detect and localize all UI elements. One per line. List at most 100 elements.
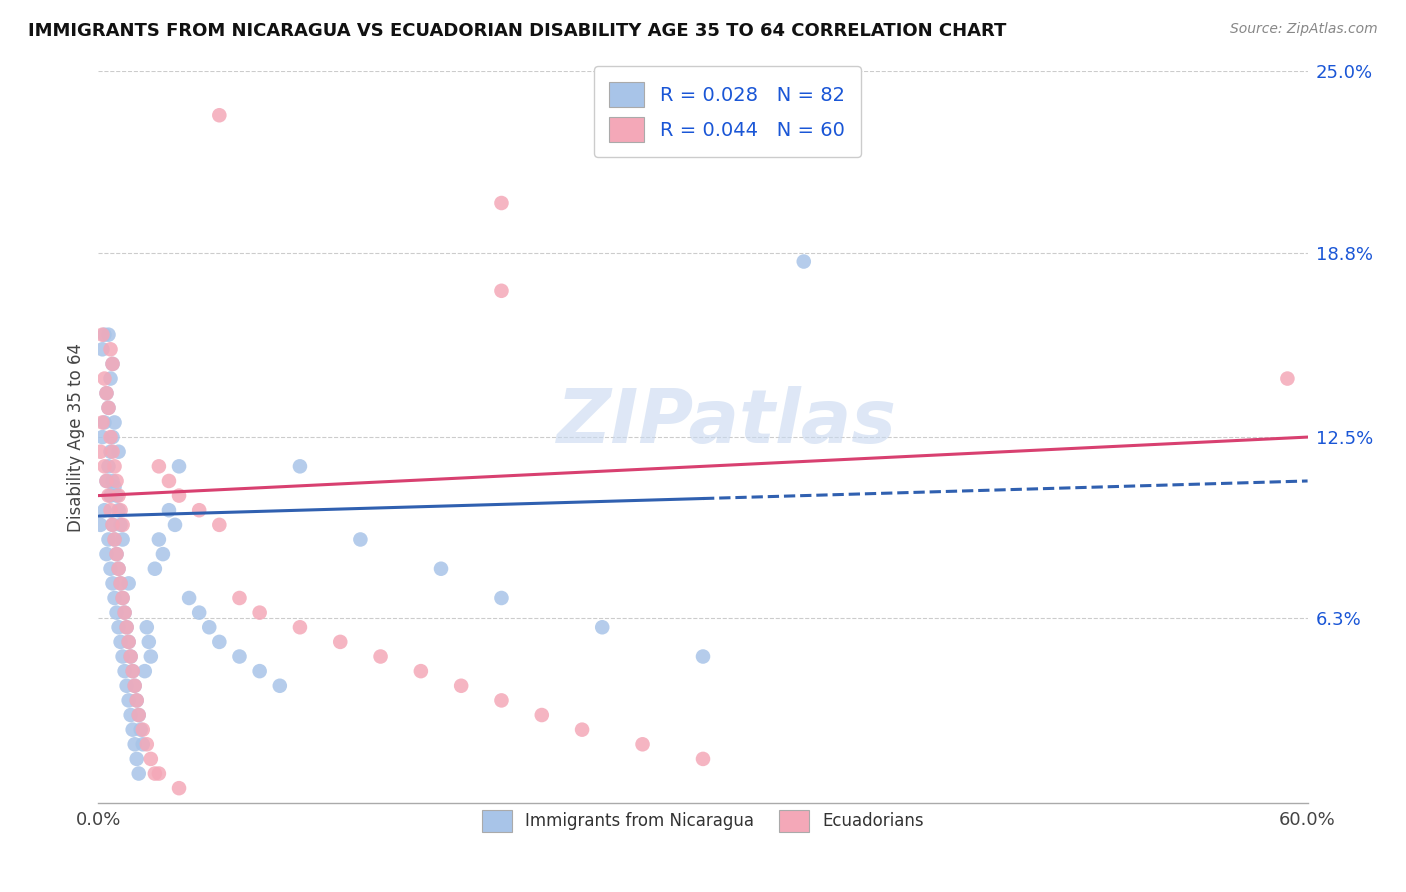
Point — [135, 737, 157, 751]
Point — [409, 664, 432, 678]
Point — [100, 343, 122, 357]
Point — [105, 547, 128, 561]
Point — [208, 517, 231, 532]
Point — [114, 606, 136, 620]
Point — [167, 489, 190, 503]
Point — [491, 693, 513, 707]
Point — [329, 635, 352, 649]
Point — [157, 474, 180, 488]
Point — [101, 474, 124, 488]
Point — [91, 343, 114, 357]
Point — [692, 752, 714, 766]
Point — [121, 723, 143, 737]
Point — [103, 591, 125, 605]
Point — [132, 723, 155, 737]
Point — [93, 371, 115, 385]
Point — [143, 562, 166, 576]
Point — [167, 459, 190, 474]
Point — [208, 635, 231, 649]
Point — [138, 635, 160, 649]
Point — [96, 386, 118, 401]
Point — [105, 606, 128, 620]
Point — [97, 489, 120, 503]
Point — [450, 679, 472, 693]
Point — [121, 664, 143, 678]
Point — [121, 664, 143, 678]
Point — [111, 591, 134, 605]
Point — [228, 591, 250, 605]
Point — [100, 562, 122, 576]
Point — [96, 474, 118, 488]
Point — [124, 737, 146, 751]
Point — [591, 620, 613, 634]
Point — [96, 547, 118, 561]
Point — [105, 547, 128, 561]
Point — [157, 503, 180, 517]
Point — [91, 416, 114, 430]
Point — [491, 196, 513, 211]
Point — [100, 444, 122, 458]
Point — [107, 562, 129, 576]
Point — [97, 533, 120, 547]
Point — [93, 327, 115, 342]
Point — [139, 752, 162, 766]
Point — [118, 693, 141, 707]
Point — [107, 489, 129, 503]
Text: IMMIGRANTS FROM NICARAGUA VS ECUADORIAN DISABILITY AGE 35 TO 64 CORRELATION CHAR: IMMIGRANTS FROM NICARAGUA VS ECUADORIAN … — [28, 22, 1007, 40]
Point — [101, 444, 124, 458]
Point — [89, 444, 111, 458]
Point — [349, 533, 371, 547]
Point — [110, 576, 132, 591]
Point — [370, 649, 392, 664]
Y-axis label: Disability Age 35 to 64: Disability Age 35 to 64 — [66, 343, 84, 532]
Point — [135, 620, 157, 634]
Point — [114, 606, 136, 620]
Point — [148, 533, 170, 547]
Point — [1277, 371, 1299, 385]
Point — [101, 517, 124, 532]
Point — [125, 752, 148, 766]
Legend: Immigrants from Nicaragua, Ecuadorians: Immigrants from Nicaragua, Ecuadorians — [475, 804, 931, 838]
Point — [571, 723, 593, 737]
Point — [105, 474, 128, 488]
Point — [124, 679, 146, 693]
Point — [132, 737, 155, 751]
Point — [114, 664, 136, 678]
Point — [152, 547, 174, 561]
Point — [143, 766, 166, 780]
Point — [103, 533, 125, 547]
Point — [111, 591, 134, 605]
Point — [111, 533, 134, 547]
Point — [430, 562, 453, 576]
Point — [93, 503, 115, 517]
Point — [125, 693, 148, 707]
Point — [793, 254, 815, 268]
Point — [115, 620, 138, 634]
Point — [101, 357, 124, 371]
Point — [118, 576, 141, 591]
Point — [118, 635, 141, 649]
Point — [288, 620, 311, 634]
Point — [188, 606, 211, 620]
Point — [124, 679, 146, 693]
Point — [115, 620, 138, 634]
Point — [110, 576, 132, 591]
Point — [128, 708, 150, 723]
Point — [96, 474, 118, 488]
Point — [107, 620, 129, 634]
Point — [491, 591, 513, 605]
Point — [107, 503, 129, 517]
Point — [107, 562, 129, 576]
Point — [111, 649, 134, 664]
Point — [188, 503, 211, 517]
Point — [120, 649, 142, 664]
Point — [134, 664, 156, 678]
Point — [491, 284, 513, 298]
Point — [97, 401, 120, 415]
Point — [115, 679, 138, 693]
Point — [93, 459, 115, 474]
Point — [167, 781, 190, 796]
Point — [100, 489, 122, 503]
Point — [128, 766, 150, 780]
Point — [89, 517, 111, 532]
